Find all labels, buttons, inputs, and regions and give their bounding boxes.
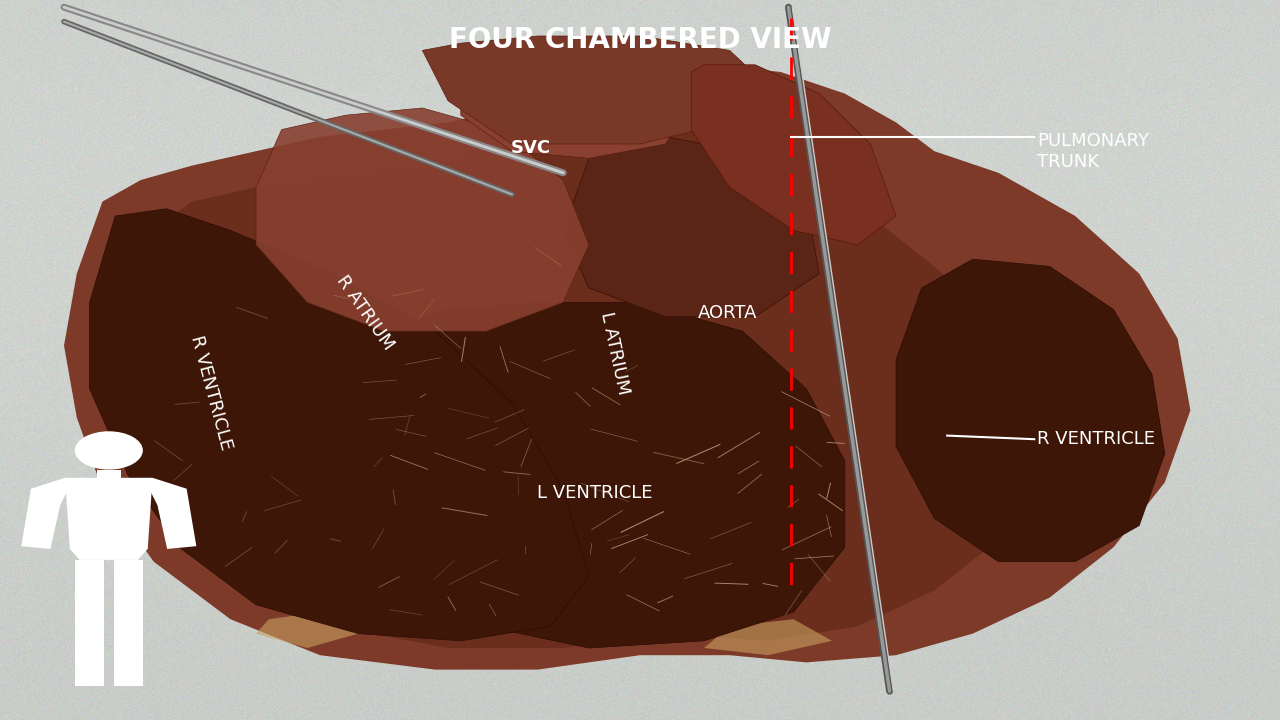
Polygon shape: [358, 302, 845, 648]
Polygon shape: [74, 560, 104, 685]
Polygon shape: [896, 259, 1165, 562]
Polygon shape: [422, 36, 768, 144]
Text: FOUR CHAMBERED VIEW: FOUR CHAMBERED VIEW: [449, 26, 831, 53]
Text: R VENTRICLE: R VENTRICLE: [1037, 430, 1155, 448]
Polygon shape: [128, 115, 1024, 648]
Circle shape: [74, 431, 143, 469]
Text: SVC: SVC: [511, 138, 552, 157]
Text: L ATRIUM: L ATRIUM: [596, 310, 632, 396]
Polygon shape: [90, 209, 589, 641]
Text: L VENTRICLE: L VENTRICLE: [538, 484, 653, 503]
Polygon shape: [22, 478, 70, 549]
Polygon shape: [256, 108, 589, 331]
Polygon shape: [65, 478, 152, 560]
Polygon shape: [97, 469, 122, 478]
Text: AORTA: AORTA: [698, 304, 756, 323]
Polygon shape: [461, 50, 691, 158]
Text: PULMONARY
TRUNK: PULMONARY TRUNK: [1037, 132, 1149, 171]
Polygon shape: [691, 65, 896, 245]
Polygon shape: [563, 137, 819, 317]
Text: R VENTRICLE: R VENTRICLE: [187, 333, 236, 451]
Polygon shape: [64, 65, 1190, 670]
Polygon shape: [704, 619, 832, 655]
Polygon shape: [114, 560, 143, 685]
Polygon shape: [256, 612, 358, 648]
Text: R ATRIUM: R ATRIUM: [333, 272, 397, 354]
Polygon shape: [147, 478, 196, 549]
